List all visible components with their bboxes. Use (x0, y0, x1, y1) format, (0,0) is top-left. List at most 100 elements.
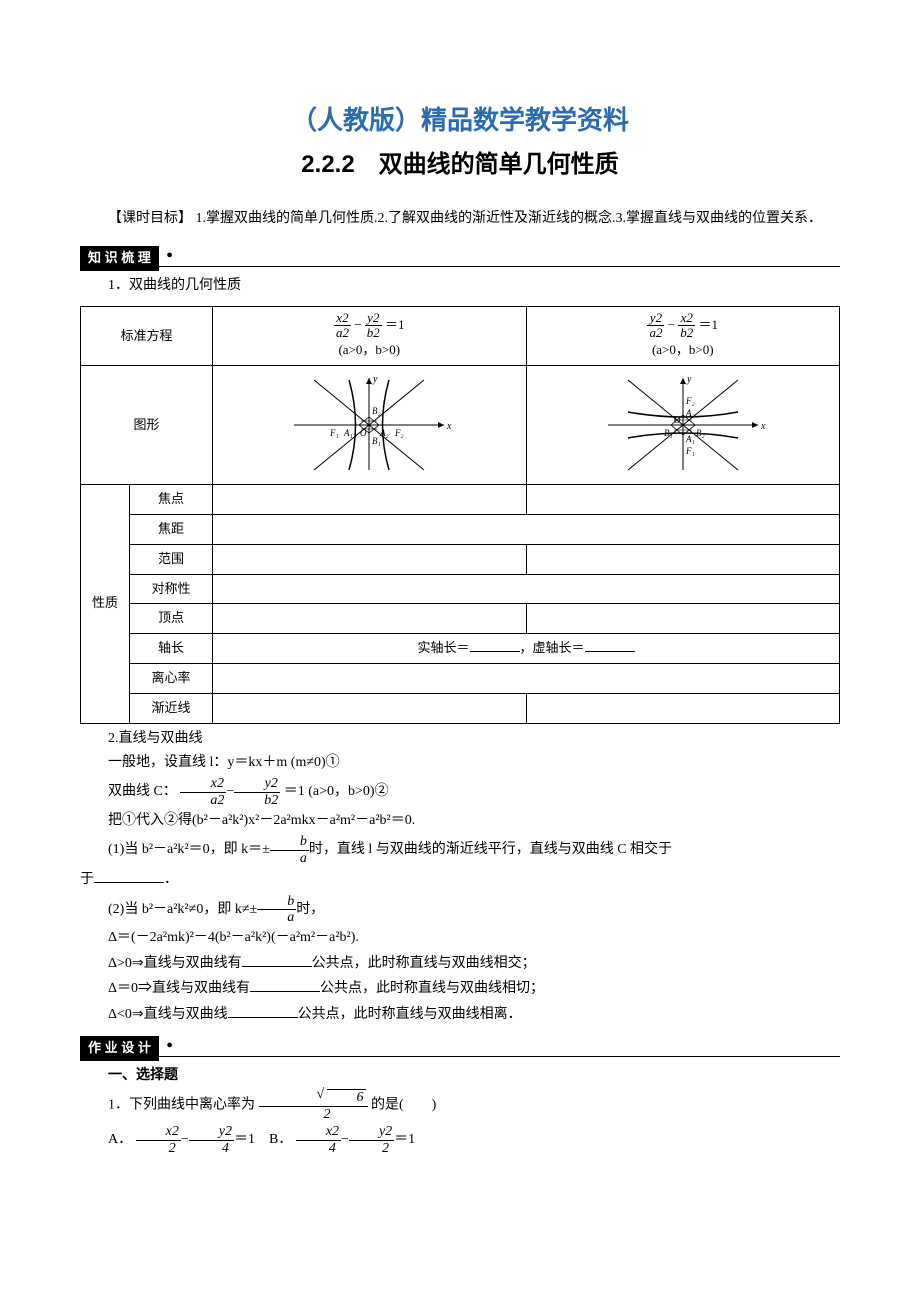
svg-text:B₂: B₂ (696, 428, 705, 438)
cell-blank (213, 544, 527, 574)
row-vertex: 顶点 (130, 604, 213, 634)
text-span: 1．下列曲线中离心率为 (108, 1098, 255, 1113)
cell-blank (213, 604, 527, 634)
text-span: 公共点，此时称直线与双曲线相切； (320, 981, 544, 996)
row-axis-len: 轴长 (130, 634, 213, 664)
cell-blank (526, 693, 840, 723)
delta-eq: Δ＝0⇒直线与双曲线有 公共点，此时称直线与双曲线相切； (80, 977, 840, 1000)
row-label-graph: 图形 (81, 366, 213, 485)
frac-num: y2 (234, 776, 280, 792)
frac-den: a2 (180, 793, 226, 808)
frac-den: a (270, 851, 309, 866)
text-span: (1)当 b²－a²k²＝0，即 k＝± (108, 843, 270, 858)
delta-gt: Δ>0⇒直线与双曲线有公共点，此时称直线与双曲线相交； (80, 952, 840, 975)
case-1-tail: 于． (80, 868, 840, 891)
text-span: (2)当 b²－a²k²≠0，即 k≠± (108, 902, 257, 917)
svg-text:F₂: F₂ (394, 428, 404, 438)
text-span: 双曲线 C： (108, 784, 177, 799)
svg-text:x: x (760, 421, 766, 432)
frac-den: 4 (189, 1141, 234, 1156)
table-row: 轴长 实轴长＝，虚轴长＝ (81, 634, 840, 664)
frac-den: b2 (365, 326, 382, 340)
svg-text:A₂: A₂ (685, 408, 695, 418)
properties-table: 标准方程 x2a2 − y2b2 ＝1 (a>0，b>0) y2a2 − x2b… (80, 306, 840, 724)
frac-num: b (270, 834, 309, 850)
table-row: 标准方程 x2a2 − y2b2 ＝1 (a>0，b>0) y2a2 − x2b… (81, 306, 840, 365)
knowledge-item-1: 1．双曲线的几何性质 (80, 275, 840, 297)
para-line: 一般地，设直线 l：y＝kx＋m (m≠0)① (80, 752, 840, 774)
frac-num: 6 (259, 1089, 368, 1106)
hyperbola-vertical-icon: x y F₂ A₂ B₁ O B₂ A₁ F₁ (598, 370, 768, 480)
para-curve: 双曲线 C： x2a2−y2b2 ＝1 (a>0，b>0)② (80, 776, 840, 808)
svg-text:B₁: B₁ (664, 428, 673, 438)
case-1: (1)当 b²－a²k²＝0，即 k＝±ba时，直线 l 与双曲线的渐近线平行，… (80, 834, 840, 866)
text-span: 的是( ) (371, 1098, 436, 1113)
section-tag-homework: 作 业 设 计 (80, 1036, 159, 1061)
objective-text: 【课时目标】 1.掌握双曲线的简单几何性质.2.了解双曲线的渐近性及渐近线的概念… (80, 208, 840, 230)
question-1: 1．下列曲线中离心率为 6 2 的是( ) (80, 1089, 840, 1122)
section-tag-knowledge: 知 识 梳 理 (80, 246, 159, 271)
eq-cond: (a>0，b>0) (652, 342, 714, 357)
section-divider-1: 知 识 梳 理 (80, 246, 840, 267)
svg-text:y: y (372, 374, 378, 385)
cell-blank (213, 514, 840, 544)
text-span: 公共点，此时称直线与双曲线相离． (298, 1007, 522, 1022)
svg-text:A₁: A₁ (685, 434, 695, 444)
frac-num: x2 (334, 311, 351, 326)
section-divider-2: 作 业 设 计 (80, 1036, 840, 1057)
knowledge-item-2: 2.直线与双曲线 (80, 728, 840, 750)
row-range: 范围 (130, 544, 213, 574)
svg-text:x: x (446, 421, 452, 432)
blank-field (228, 1003, 298, 1018)
cell-blank (213, 663, 840, 693)
row-symmetry: 对称性 (130, 574, 213, 604)
text-span: Δ<0⇒直线与双曲线 (108, 1007, 228, 1022)
svg-text:B₁: B₁ (372, 436, 381, 446)
frac-num: y2 (365, 311, 382, 326)
row-label-eq: 标准方程 (81, 306, 213, 365)
table-row: 渐近线 (81, 693, 840, 723)
cell-blank (213, 485, 527, 515)
frac-num: x2 (180, 776, 226, 792)
blank-field (585, 638, 635, 652)
table-row: 图形 x y F₁ A₁ O A₂ F₂ (81, 366, 840, 485)
row-focus: 焦点 (130, 485, 213, 515)
text-span: 时，直线 l 与双曲线的渐近线平行，直线与双曲线 C 相交于 (309, 843, 672, 858)
row-focal-dist: 焦距 (130, 514, 213, 544)
cell-blank (213, 693, 527, 723)
blank-field (94, 868, 164, 883)
delta-lt: Δ<0⇒直线与双曲线 公共点，此时称直线与双曲线相离． (80, 1003, 840, 1026)
frac-den: b2 (234, 793, 280, 808)
frac-num: b (257, 894, 296, 910)
row-eccentricity: 离心率 (130, 663, 213, 693)
text-span: ＝1 (a>0，b>0)② (284, 784, 389, 799)
choices-ab: A． x22−y24＝1 B． x24−y22＝1 (80, 1124, 840, 1156)
frac-num: y2 (647, 311, 664, 326)
frac-den: a2 (334, 326, 351, 340)
opt-label: A． (108, 1132, 132, 1147)
svg-text:F₁: F₁ (685, 446, 695, 456)
table-row: 对称性 (81, 574, 840, 604)
axis-len-mid: ，虚轴长＝ (520, 640, 585, 655)
svg-text:O: O (360, 428, 367, 438)
table-row: 顶点 (81, 604, 840, 634)
cell-blank (213, 574, 840, 604)
row-asymptote: 渐近线 (130, 693, 213, 723)
frac-den: a2 (647, 326, 664, 340)
delta-expr: Δ＝(－2a²mk)²－4(b²－a²k²)(－a²m²－a²b²). (80, 927, 840, 949)
cell-blank (526, 604, 840, 634)
frac-num: y2 (189, 1124, 234, 1140)
frac-den: 2 (136, 1141, 181, 1156)
svg-text:B₂: B₂ (372, 406, 381, 416)
opt-label: B． (269, 1132, 292, 1147)
text-span: Δ＝0⇒直线与双曲线有 (108, 981, 250, 996)
blank-field (470, 638, 520, 652)
table-row: 离心率 (81, 663, 840, 693)
eq-cell-1: x2a2 − y2b2 ＝1 (a>0，b>0) (213, 306, 527, 365)
graph-cell-1: x y F₁ A₁ O A₂ F₂ B₂ B₁ (213, 366, 527, 485)
svg-text:y: y (686, 374, 692, 385)
doc-title-2: 2.2.2 双曲线的简单几何性质 (80, 146, 840, 184)
graph-cell-2: x y F₂ A₂ B₁ O B₂ A₁ F₁ (526, 366, 840, 485)
frac-num: x2 (678, 311, 695, 326)
svg-text:F₁: F₁ (329, 428, 339, 438)
